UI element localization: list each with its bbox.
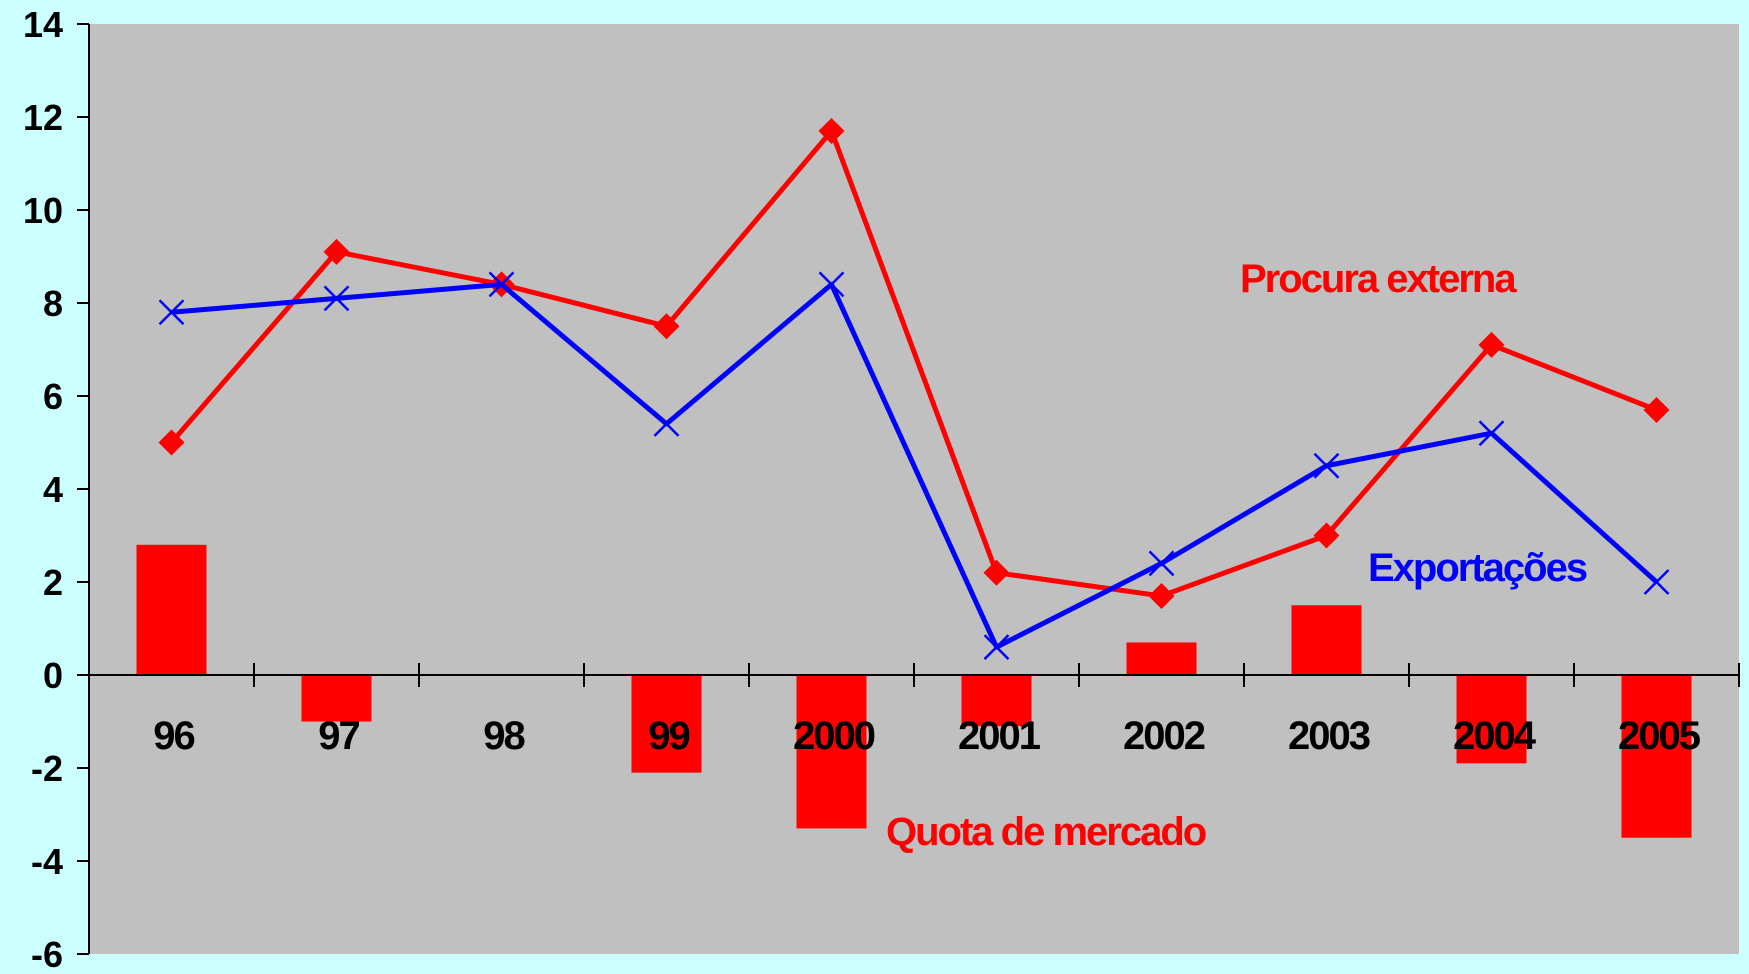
marker-x xyxy=(1643,569,1670,595)
x-tick-label: 96 xyxy=(153,714,194,758)
bar-96 xyxy=(136,544,207,675)
marker-x xyxy=(983,634,1010,660)
axes-layer: 14 12 10 8 6 4 2 0 -2 -4 -6 96 97 98 99 2000 2001 2002 200… xyxy=(23,4,1740,974)
bar-99 xyxy=(631,675,702,773)
y-tick-label: 14 xyxy=(23,4,63,45)
bar-2002 xyxy=(1126,642,1197,675)
marker-x-stroke xyxy=(1643,569,1670,595)
label-quota-de-mercado: Quota de mercado xyxy=(886,810,1206,854)
x-tick-label: 99 xyxy=(648,714,689,758)
marker-x xyxy=(1478,420,1505,447)
line-series-procura-externa xyxy=(169,128,1658,599)
marker-diamond xyxy=(323,238,350,265)
marker-diamond xyxy=(1148,582,1175,609)
y-tick-label: 10 xyxy=(23,190,63,231)
lines-layer xyxy=(158,117,1670,660)
y-tick-label: -6 xyxy=(31,934,63,969)
marker-diamond xyxy=(653,313,680,340)
y-tick-label: 4 xyxy=(43,469,63,510)
y-tick-label: 0 xyxy=(43,655,63,696)
x-tick-label: 97 xyxy=(318,714,359,758)
bar-2000 xyxy=(796,675,867,829)
marker-x-stroke xyxy=(983,634,1010,660)
marker-x-stroke xyxy=(818,271,845,298)
marker-x xyxy=(158,299,185,326)
bar-2001 xyxy=(961,675,1032,727)
marker-x xyxy=(653,411,680,437)
x-tick-label: 2005 xyxy=(1618,714,1701,758)
marker-x-stroke xyxy=(488,271,515,298)
marker-diamond xyxy=(158,429,185,456)
marker-x-stroke xyxy=(323,285,350,312)
bar-2005 xyxy=(1621,675,1692,838)
bars-layer xyxy=(136,544,1692,838)
marker-x xyxy=(1148,550,1175,577)
marker-diamond xyxy=(983,559,1010,586)
marker-x-stroke xyxy=(1478,420,1505,447)
x-tick-label: 2003 xyxy=(1288,714,1370,758)
marker-x-stroke xyxy=(653,411,680,437)
bar-2004 xyxy=(1456,675,1527,764)
y-tick-label: 6 xyxy=(43,376,63,417)
marker-x-stroke xyxy=(158,299,185,326)
plot-area xyxy=(89,24,1739,954)
marker-x xyxy=(818,271,845,298)
line-series-exportacoes xyxy=(171,281,1659,650)
x-tick-label: 98 xyxy=(483,714,525,758)
marker-x xyxy=(1313,452,1340,479)
y-tick-label: -2 xyxy=(31,748,63,789)
marker-x xyxy=(488,271,515,298)
marker-x-stroke xyxy=(1148,550,1175,577)
bar-2003 xyxy=(1291,605,1362,675)
x-tick-label: 2000 xyxy=(793,714,875,758)
label-procura-externa: Procura externa xyxy=(1240,257,1517,301)
marker-diamond xyxy=(818,117,845,144)
y-tick-label: 12 xyxy=(23,97,63,138)
x-tick-label: 2002 xyxy=(1123,714,1205,758)
marker-x-stroke xyxy=(1313,452,1340,479)
y-tick-label: 2 xyxy=(43,562,63,603)
marker-diamond xyxy=(1313,522,1340,549)
y-tick-label: 8 xyxy=(43,283,63,324)
x-tick-label: 2004 xyxy=(1453,714,1537,758)
marker-x xyxy=(323,285,350,312)
x-tick-label: 2001 xyxy=(958,714,1041,758)
marker-diamond xyxy=(1643,396,1670,423)
marker-diamond xyxy=(1478,331,1505,358)
y-tick-label: -4 xyxy=(31,841,63,882)
bar-97 xyxy=(301,675,372,722)
label-exportacoes: Exportações xyxy=(1368,546,1587,590)
